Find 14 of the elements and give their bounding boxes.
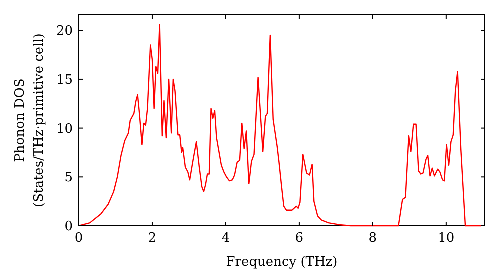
y-tick-label: 15 [56, 73, 73, 88]
y-tick-label: 10 [56, 122, 73, 137]
y-tick-label: 5 [64, 170, 73, 186]
x-tick-label: 0 [74, 231, 84, 246]
x-tick-label: 6 [295, 231, 304, 246]
x-tick-label: 4 [222, 231, 230, 246]
x-tick-label: 8 [368, 231, 378, 246]
y-tick-label: 20 [56, 24, 73, 40]
x-tick-label: 10 [438, 231, 455, 246]
x-tick-label: 2 [148, 231, 157, 246]
x-axis-title: Frequency (THz) [226, 255, 338, 270]
y-axis-title: Phonon DOS (States/THz·primitive cell) [13, 33, 47, 208]
line-series [78, 24, 482, 227]
y-tick-label: 0 [64, 220, 73, 235]
